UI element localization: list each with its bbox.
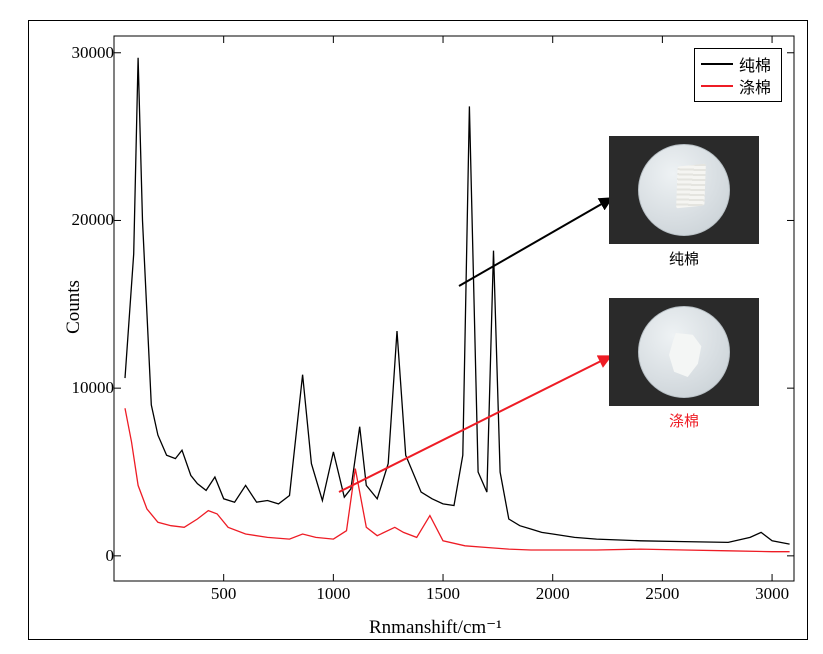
x-tick-label: 2500: [645, 584, 679, 604]
legend: 纯棉 涤棉: [694, 48, 782, 102]
y-tick-label: 0: [106, 546, 115, 566]
sample-photo: [609, 298, 759, 406]
plot-area: 纯棉 涤棉 纯棉 涤棉: [114, 36, 794, 581]
y-tick-label: 10000: [72, 378, 115, 398]
x-tick-label: 1000: [316, 584, 350, 604]
x-axis-label: Rnmanshift/cm⁻¹: [369, 616, 502, 639]
x-tick-label: 1500: [426, 584, 460, 604]
inset-sample-2: 涤棉: [609, 298, 759, 431]
y-axis-label: Counts: [63, 280, 85, 334]
sample-photo: [609, 136, 759, 244]
legend-label: 涤棉: [739, 74, 771, 98]
chart-container: 0 10000 20000 30000 500 1000 1500 2000 2500 3000…: [28, 20, 808, 640]
y-tick-label: 30000: [72, 43, 115, 63]
x-tick-label: 2000: [536, 584, 570, 604]
legend-item: 涤棉: [701, 75, 771, 97]
legend-swatch: [701, 85, 733, 87]
x-tick-label: 500: [211, 584, 237, 604]
legend-swatch: [701, 63, 733, 65]
x-tick-label: 3000: [755, 584, 789, 604]
y-tick-label: 20000: [72, 210, 115, 230]
inset-label: 涤棉: [609, 410, 759, 431]
legend-item: 纯棉: [701, 53, 771, 75]
inset-label: 纯棉: [609, 248, 759, 269]
legend-label: 纯棉: [739, 52, 771, 76]
inset-sample-1: 纯棉: [609, 136, 759, 269]
x-axis-ticks: 500 1000 1500 2000 2500 3000: [114, 584, 794, 604]
